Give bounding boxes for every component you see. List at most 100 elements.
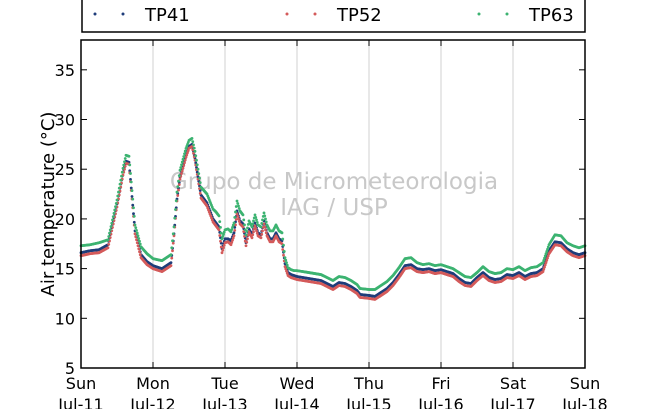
data-point [218, 220, 222, 224]
data-point [244, 233, 248, 237]
data-point [129, 178, 132, 181]
legend: TP41 TP52 TP63 [81, 0, 586, 33]
data-point [281, 248, 285, 251]
data-point [219, 245, 223, 249]
data-point [229, 243, 233, 247]
data-point [112, 211, 116, 215]
data-point [246, 237, 249, 241]
x-tick-label-day: Thu [353, 374, 384, 393]
data-point [255, 218, 258, 222]
data-point [106, 238, 110, 242]
data-point [543, 265, 546, 269]
data-point [254, 226, 258, 230]
data-point [186, 149, 190, 152]
data-point [181, 166, 185, 170]
data-point [194, 161, 198, 165]
data-point [235, 212, 239, 216]
data-point [173, 216, 177, 220]
data-point [192, 146, 196, 150]
data-point [177, 179, 180, 183]
y-tick-label: 15 [55, 260, 75, 279]
data-point [246, 226, 249, 230]
data-point [178, 168, 182, 172]
data-point [231, 238, 234, 242]
data-point [281, 237, 285, 241]
data-point [169, 264, 173, 268]
data-point [123, 160, 126, 164]
x-tick-label-date: Jul-12 [129, 395, 175, 409]
data-point [106, 246, 110, 250]
data-point [183, 149, 187, 153]
data-point [237, 207, 241, 210]
data-point [130, 189, 134, 192]
x-tick-label-day: Mon [136, 374, 170, 393]
data-point [186, 151, 189, 155]
data-point [234, 218, 238, 221]
data-point [254, 216, 258, 219]
data-point [285, 261, 288, 265]
data-point [108, 231, 111, 235]
data-point [241, 225, 245, 229]
data-point [219, 231, 223, 235]
data-point [542, 259, 546, 262]
data-point [543, 256, 546, 260]
data-point [543, 254, 547, 258]
data-point [219, 225, 222, 229]
data-point [264, 217, 267, 221]
data-point [132, 212, 135, 216]
series-layer [79, 137, 587, 301]
legend-label: TP63 [528, 5, 574, 26]
data-point [171, 241, 175, 245]
x-tick-label-date: Jul-14 [273, 395, 319, 409]
y-tick-label: 35 [55, 61, 75, 80]
data-point [111, 218, 114, 222]
data-point [192, 143, 195, 147]
data-point [251, 233, 255, 237]
data-point [250, 236, 254, 240]
data-point [107, 235, 111, 238]
data-point [177, 188, 180, 192]
data-point [244, 244, 248, 248]
data-point [170, 246, 174, 250]
data-point [138, 250, 141, 254]
x-tick-label-day: Wed [280, 374, 315, 393]
y-tick-label: 20 [55, 210, 75, 229]
data-point [284, 258, 288, 262]
data-point [193, 149, 197, 153]
legend-item-TP52: TP52 [285, 5, 382, 26]
data-point [221, 248, 225, 252]
data-point [180, 163, 183, 167]
data-point [264, 220, 268, 224]
data-point [236, 215, 240, 218]
x-tick-label-date: Jul-11 [57, 395, 103, 409]
data-point [259, 225, 263, 229]
y-tick-label: 30 [55, 111, 75, 130]
data-point [136, 244, 140, 248]
data-point [120, 174, 123, 178]
data-point [231, 236, 235, 240]
data-point [285, 263, 289, 267]
data-point [233, 228, 237, 232]
data-point [113, 208, 117, 212]
x-tick-label-date: Jul-17 [489, 395, 535, 409]
data-point [243, 223, 246, 227]
watermark-line-1: Grupo de Micrometeorologia [170, 169, 498, 195]
data-point [252, 219, 255, 223]
data-point [233, 216, 237, 219]
data-point [174, 208, 177, 211]
data-point [190, 137, 194, 140]
data-point [230, 241, 234, 244]
data-point [221, 235, 225, 238]
data-point [114, 201, 118, 205]
data-point [546, 245, 550, 249]
data-point [136, 234, 140, 238]
data-point [232, 234, 236, 238]
data-point [246, 233, 250, 237]
data-point [253, 224, 257, 228]
data-point [245, 229, 249, 233]
plot-area-frame [80, 39, 586, 369]
data-point [137, 247, 141, 251]
data-point [130, 195, 134, 198]
data-point [253, 221, 257, 225]
data-point [127, 154, 131, 158]
